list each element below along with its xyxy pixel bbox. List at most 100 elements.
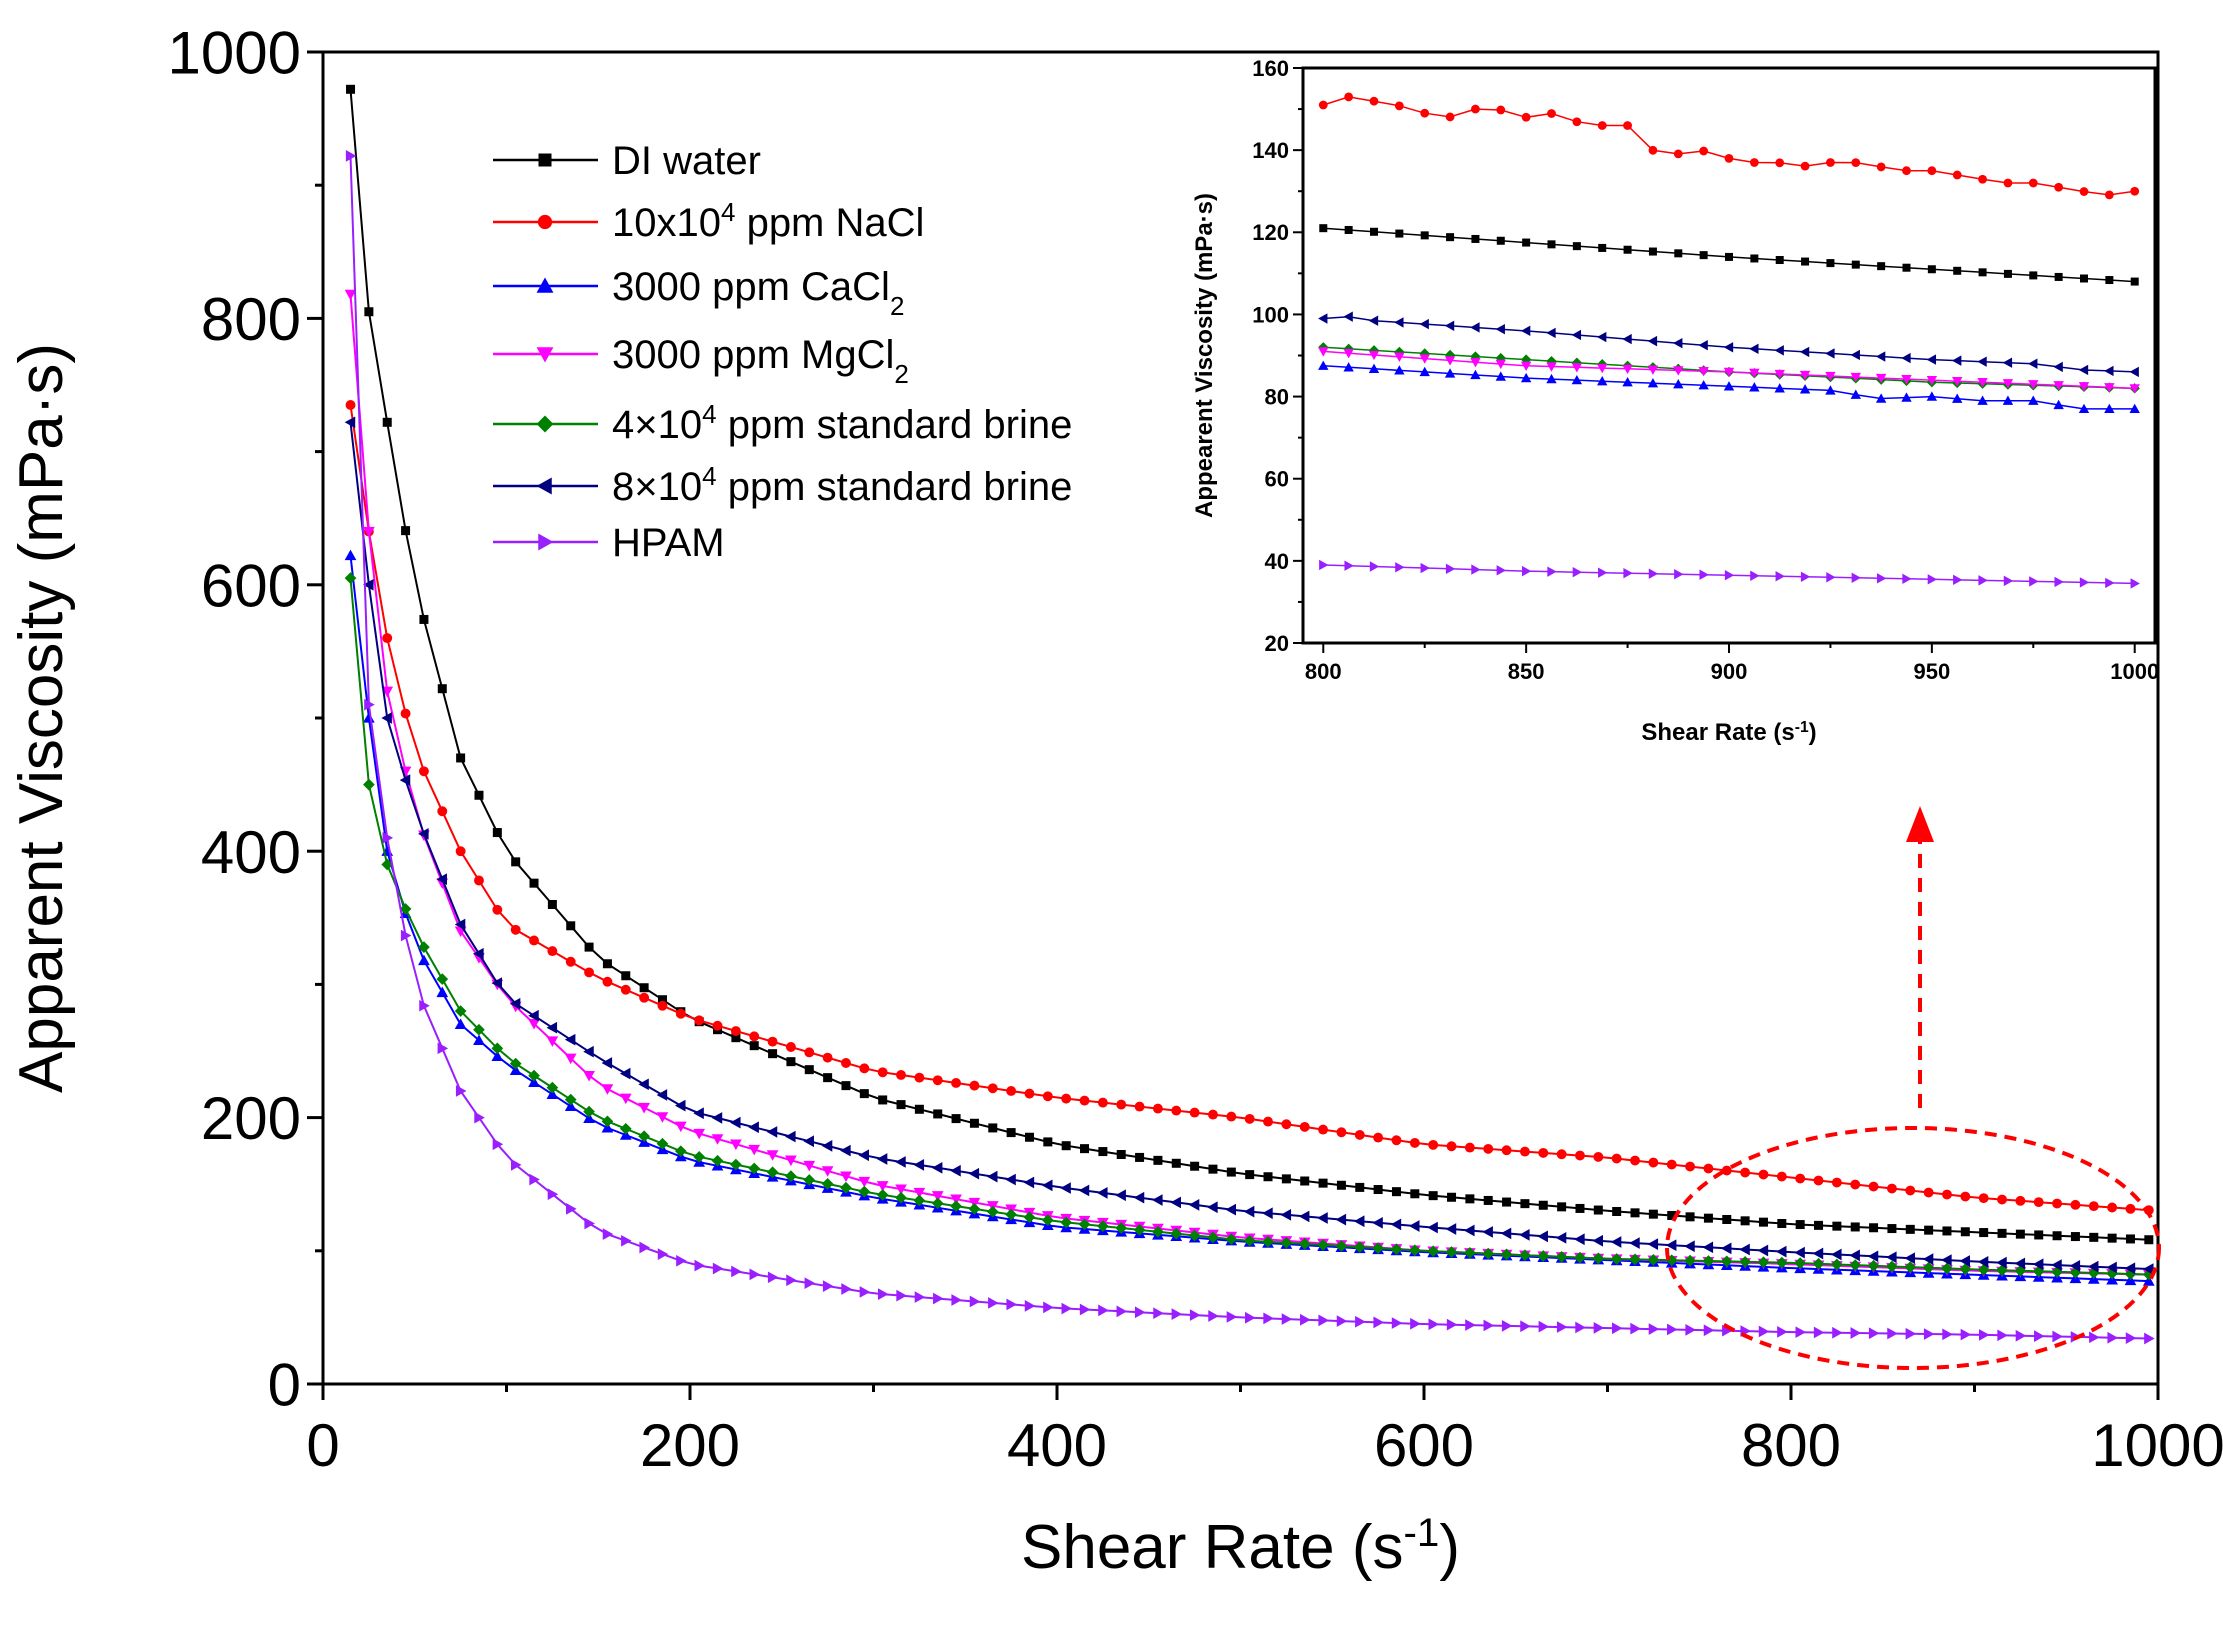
data-point	[2104, 403, 2115, 414]
legend-label: 8×104 ppm standard brine	[612, 461, 1072, 509]
data-point	[1674, 249, 1683, 258]
data-point	[1547, 240, 1556, 249]
legend-marker	[536, 415, 554, 433]
data-point	[1520, 361, 1532, 371]
data-point	[564, 1093, 577, 1106]
data-point	[418, 941, 430, 953]
data-point	[1319, 224, 1328, 233]
data-point	[346, 84, 356, 94]
data-point	[1758, 1325, 1770, 1338]
data-point	[399, 903, 412, 915]
data-point	[968, 1203, 981, 1215]
data-point	[601, 1057, 613, 1069]
data-point	[1832, 1221, 1842, 1231]
data-point	[1445, 1223, 1457, 1235]
data-point	[1445, 563, 1456, 575]
data-point	[1373, 1132, 1384, 1143]
data-point	[455, 1085, 467, 1097]
data-point	[2079, 187, 2089, 196]
data-point	[1749, 158, 1759, 167]
data-point	[1318, 313, 1328, 324]
data-point	[492, 904, 503, 915]
data-point	[1850, 1179, 1861, 1190]
data-point	[1960, 1191, 1971, 1202]
data-point	[986, 1170, 998, 1183]
data-point	[1226, 1167, 1236, 1177]
data-point	[1703, 1324, 1715, 1337]
series-hpam	[1319, 559, 2140, 589]
legend-marker	[538, 153, 552, 167]
data-point	[1850, 1327, 1862, 1339]
data-point	[1758, 1169, 1769, 1180]
data-point	[2104, 383, 2115, 393]
data-point	[1997, 1194, 2007, 1205]
data-point	[822, 1280, 834, 1292]
data-point	[1575, 1203, 1585, 1213]
data-point	[1280, 1236, 1293, 1249]
data-point	[1390, 1243, 1403, 1256]
data-point	[1869, 1223, 1879, 1233]
data-point	[840, 1171, 852, 1183]
data-point	[1902, 263, 1911, 272]
data-point	[1849, 1249, 1860, 1262]
data-point	[1135, 1152, 1145, 1162]
data-point	[913, 1187, 926, 1199]
data-point	[1042, 1091, 1053, 1102]
y-tick-label: 400	[201, 819, 301, 886]
data-point	[1597, 331, 1607, 343]
data-point	[785, 1155, 797, 1167]
data-point	[988, 1123, 998, 1133]
data-point	[1394, 317, 1404, 328]
data-point	[601, 1122, 614, 1133]
data-point	[766, 1126, 778, 1138]
data-point	[491, 1050, 504, 1062]
data-point	[1420, 562, 1430, 574]
data-point	[2087, 1260, 2099, 1273]
y-tick-label: 80	[1265, 384, 1289, 409]
data-point	[1546, 373, 1557, 384]
data-point	[876, 1189, 889, 1201]
data-point	[583, 1070, 595, 1082]
data-point	[473, 947, 484, 960]
series-hpam	[345, 150, 2155, 1345]
data-point	[547, 946, 558, 957]
data-point	[1724, 570, 1735, 581]
main-chart-panel: 0 200 400 600 800 1000 0 200 400 600 800 1000 Shear …	[7, 20, 2223, 1582]
x-axis-label: Shear Rate (s-1)	[1021, 1510, 1460, 1583]
data-point	[1152, 1103, 1163, 1114]
data-point	[1410, 1317, 1421, 1330]
data-point	[804, 1277, 816, 1290]
legend-marker	[536, 277, 554, 293]
data-point	[1941, 1262, 1953, 1275]
data-point	[1571, 329, 1582, 341]
data-point	[1926, 354, 1937, 365]
data-point	[1850, 1222, 1860, 1232]
data-point	[1395, 229, 1404, 238]
data-point	[657, 995, 667, 1005]
data-point	[418, 954, 430, 966]
data-point	[1043, 1301, 1054, 1314]
data-point	[1757, 1244, 1769, 1257]
legend-marker	[536, 477, 552, 495]
data-point	[1060, 1216, 1073, 1229]
data-point	[1812, 1247, 1824, 1260]
data-point	[1300, 1176, 1310, 1186]
data-point	[1977, 1256, 1989, 1268]
data-point	[1369, 96, 1379, 106]
data-point	[401, 526, 411, 536]
data-point	[1495, 323, 1505, 335]
data-point	[1538, 1200, 1548, 1210]
data-point	[1673, 337, 1683, 349]
data-point	[914, 1104, 924, 1114]
series-di-water	[346, 84, 2154, 1245]
data-point	[509, 1057, 522, 1070]
data-point	[859, 1089, 869, 1099]
data-point	[1952, 377, 1963, 387]
data-point	[822, 1052, 833, 1063]
data-point	[1720, 1242, 1732, 1255]
data-point	[474, 875, 484, 886]
data-point	[2129, 366, 2139, 378]
data-point	[968, 1167, 980, 1180]
data-point	[2015, 1195, 2026, 1206]
x-tick-label: 800	[1741, 1412, 1841, 1479]
